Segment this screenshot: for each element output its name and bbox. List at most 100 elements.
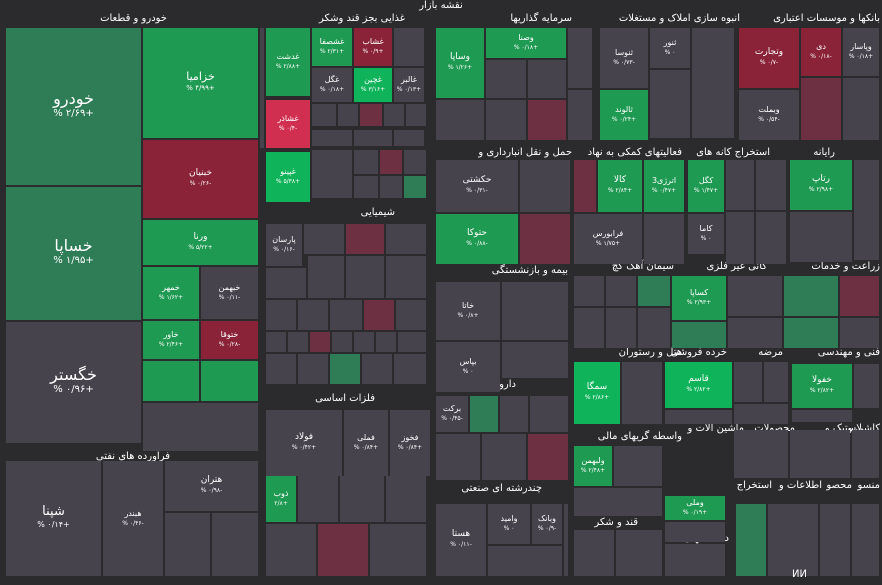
tile[interactable] xyxy=(394,354,426,384)
tile[interactable] xyxy=(764,362,788,402)
tile[interactable] xyxy=(728,276,782,316)
tile[interactable] xyxy=(520,214,570,264)
tile[interactable] xyxy=(734,362,762,402)
symbol-tile[interactable]: وامید ۰ % xyxy=(488,504,530,544)
tile[interactable] xyxy=(338,104,358,126)
tile[interactable] xyxy=(406,104,426,126)
symbol-tile[interactable]: وبملت -۰/۵۴ % xyxy=(739,90,799,140)
symbol-tile[interactable]: خزامیا +۴/۹۹ % xyxy=(143,28,258,138)
tile[interactable] xyxy=(330,300,362,330)
tile[interactable] xyxy=(488,546,562,576)
symbol-tile[interactable]: غشاب +۰/۹ % xyxy=(354,28,392,66)
tile[interactable] xyxy=(370,524,426,576)
tile[interactable] xyxy=(650,70,690,138)
tile[interactable] xyxy=(500,396,528,432)
tile[interactable] xyxy=(260,28,264,148)
tile[interactable] xyxy=(266,300,296,330)
tile[interactable] xyxy=(396,300,426,330)
tile[interactable] xyxy=(266,268,306,298)
symbol-tile[interactable]: خبنیان -۰/۲۶ % xyxy=(143,140,258,218)
tile[interactable] xyxy=(386,256,426,298)
tile[interactable] xyxy=(143,361,199,401)
symbol-tile[interactable]: غالبر +۰/۱۳ % xyxy=(394,68,424,102)
tile[interactable] xyxy=(394,28,424,66)
tile[interactable] xyxy=(756,160,786,210)
tile[interactable] xyxy=(386,224,426,254)
symbol-tile[interactable]: وپاسار +۰/۱۸ % xyxy=(843,28,879,76)
tile[interactable] xyxy=(638,308,670,348)
tile[interactable] xyxy=(404,150,426,174)
tile[interactable] xyxy=(574,160,596,212)
tile[interactable] xyxy=(854,364,879,408)
tile[interactable] xyxy=(354,176,378,198)
symbol-tile[interactable]: برکت -۰/۴۵ % xyxy=(436,396,468,432)
symbol-tile[interactable]: غپینو +۵/۳۸ % xyxy=(266,152,310,202)
tile[interactable] xyxy=(820,504,850,576)
tile[interactable] xyxy=(354,130,392,146)
symbol-tile[interactable]: وصنا +۰/۱۸ % xyxy=(486,28,566,58)
tile[interactable] xyxy=(486,60,526,98)
symbol-tile[interactable]: هبندر -۰/۴۶ % xyxy=(103,461,163,576)
tile[interactable] xyxy=(308,256,344,298)
tile[interactable] xyxy=(266,332,286,352)
tile[interactable] xyxy=(622,362,662,424)
tile[interactable] xyxy=(726,212,754,264)
tile[interactable] xyxy=(436,434,480,480)
symbol-tile[interactable]: خساپا +۱/۹۵ % xyxy=(6,187,141,320)
tile[interactable] xyxy=(354,332,374,352)
symbol-tile[interactable]: خودرو +۲/۶۹ % xyxy=(6,28,141,185)
tile[interactable] xyxy=(298,476,338,522)
symbol-tile[interactable]: پارسان -۰/۱۶ % xyxy=(266,224,302,266)
tile[interactable] xyxy=(318,524,368,576)
tile[interactable] xyxy=(801,78,841,140)
symbol-tile[interactable]: ثنور ۰ % xyxy=(650,28,690,68)
symbol-tile[interactable]: خاتا +۰/۸ % xyxy=(436,282,500,340)
symbol-tile[interactable]: کاما ۰ % xyxy=(688,214,724,254)
tile[interactable] xyxy=(564,504,568,576)
tile[interactable] xyxy=(398,332,426,352)
tile[interactable] xyxy=(528,60,566,98)
tile[interactable] xyxy=(528,100,566,140)
symbol-tile[interactable]: فخوز +۰/۸۴ % xyxy=(390,410,430,476)
symbol-tile[interactable]: خاور +۲/۴۶ % xyxy=(143,321,199,359)
symbol-tile[interactable]: خفولا +۲/۸۲ % xyxy=(792,364,852,408)
tile[interactable] xyxy=(384,104,404,126)
tile[interactable] xyxy=(672,322,726,348)
symbol-tile[interactable]: کالا +۲/۸۴ % xyxy=(598,160,642,212)
symbol-tile[interactable]: دی -۰/۱۸ % xyxy=(801,28,841,76)
tile[interactable] xyxy=(212,513,258,576)
tile[interactable] xyxy=(266,354,296,384)
tile[interactable] xyxy=(606,308,636,348)
tile[interactable] xyxy=(436,100,484,140)
symbol-tile[interactable]: حکشتی -۰/۳۱ % xyxy=(436,160,518,212)
tile[interactable] xyxy=(330,354,360,384)
tile[interactable] xyxy=(288,332,308,352)
symbol-tile[interactable]: ثالوند +۰/۲۴ % xyxy=(600,90,648,140)
symbol-tile[interactable]: خمهر +۱/۶۲ % xyxy=(143,267,199,319)
tile[interactable] xyxy=(502,342,568,378)
symbol-tile[interactable]: کساپا +۲/۹۳ % xyxy=(672,276,726,320)
symbol-tile[interactable]: وملی +۰/۱۹ % xyxy=(665,496,725,520)
tile[interactable] xyxy=(298,354,328,384)
tile[interactable] xyxy=(574,308,604,348)
tile[interactable] xyxy=(734,430,788,478)
tile[interactable] xyxy=(568,28,592,88)
tile[interactable] xyxy=(784,318,838,348)
tile[interactable] xyxy=(470,396,498,432)
tile[interactable] xyxy=(404,176,426,198)
tile[interactable] xyxy=(756,212,786,264)
tile[interactable] xyxy=(644,214,684,264)
symbol-tile[interactable]: هستا -۰/۱۱ % xyxy=(436,504,486,576)
tile[interactable] xyxy=(616,530,662,576)
tile[interactable] xyxy=(734,404,788,424)
symbol-tile[interactable]: وتجارت -۰/۷ % xyxy=(739,28,799,88)
symbol-tile[interactable]: غگل +۰/۱۸ % xyxy=(312,68,352,102)
symbol-tile[interactable]: خگستر +۰/۹۶ % xyxy=(6,322,141,443)
tile[interactable] xyxy=(606,276,636,306)
tile[interactable] xyxy=(312,104,336,126)
tile[interactable] xyxy=(360,104,382,126)
symbol-tile[interactable]: قاسم +۲/۸۲ % xyxy=(665,362,732,408)
tile[interactable] xyxy=(843,78,879,140)
tile[interactable] xyxy=(312,130,352,146)
tile[interactable] xyxy=(266,524,316,576)
